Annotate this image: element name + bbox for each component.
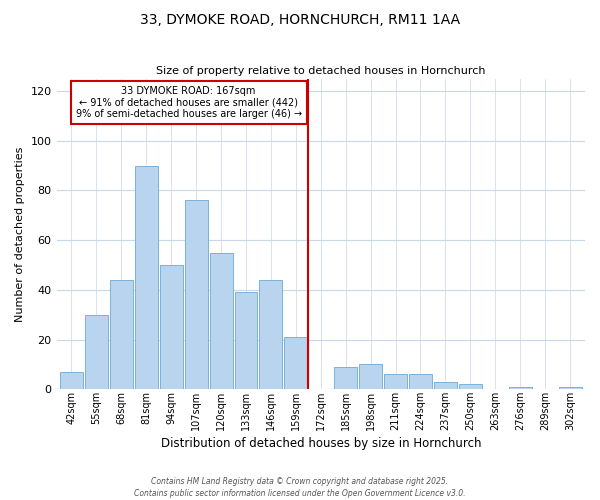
- Bar: [185, 200, 208, 390]
- Bar: [259, 280, 283, 390]
- Title: Size of property relative to detached houses in Hornchurch: Size of property relative to detached ho…: [156, 66, 485, 76]
- Bar: [235, 292, 257, 390]
- Text: 33 DYMOKE ROAD: 167sqm
← 91% of detached houses are smaller (442)
9% of semi-det: 33 DYMOKE ROAD: 167sqm ← 91% of detached…: [76, 86, 302, 120]
- Bar: [284, 337, 307, 390]
- Bar: [85, 314, 108, 390]
- Bar: [509, 387, 532, 390]
- Bar: [459, 384, 482, 390]
- Bar: [384, 374, 407, 390]
- Bar: [209, 252, 233, 390]
- Bar: [334, 367, 357, 390]
- Bar: [135, 166, 158, 390]
- Text: Contains HM Land Registry data © Crown copyright and database right 2025.
Contai: Contains HM Land Registry data © Crown c…: [134, 476, 466, 498]
- Text: 33, DYMOKE ROAD, HORNCHURCH, RM11 1AA: 33, DYMOKE ROAD, HORNCHURCH, RM11 1AA: [140, 12, 460, 26]
- Bar: [359, 364, 382, 390]
- X-axis label: Distribution of detached houses by size in Hornchurch: Distribution of detached houses by size …: [161, 437, 481, 450]
- Bar: [60, 372, 83, 390]
- Bar: [434, 382, 457, 390]
- Bar: [559, 387, 581, 390]
- Bar: [160, 265, 182, 390]
- Bar: [409, 374, 432, 390]
- Y-axis label: Number of detached properties: Number of detached properties: [15, 146, 25, 322]
- Bar: [110, 280, 133, 390]
